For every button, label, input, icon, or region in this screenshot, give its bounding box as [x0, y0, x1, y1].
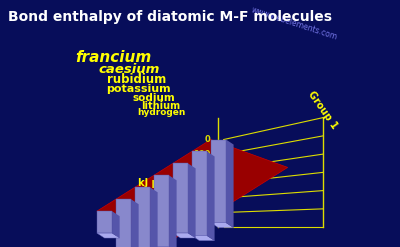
- Polygon shape: [154, 175, 169, 247]
- Text: 0: 0: [205, 135, 211, 144]
- Text: 600: 600: [194, 223, 211, 232]
- Text: lithium: lithium: [141, 101, 180, 111]
- Polygon shape: [188, 164, 196, 238]
- Polygon shape: [226, 140, 234, 228]
- Polygon shape: [173, 164, 188, 233]
- Polygon shape: [150, 187, 158, 247]
- Text: Bond enthalpy of diatomic M-F molecules: Bond enthalpy of diatomic M-F molecules: [8, 10, 332, 24]
- Text: 100: 100: [194, 150, 211, 159]
- Text: rubidium: rubidium: [107, 73, 166, 86]
- Polygon shape: [207, 151, 214, 241]
- Text: 500: 500: [194, 208, 211, 217]
- Polygon shape: [131, 199, 139, 247]
- Polygon shape: [211, 140, 226, 223]
- Text: 300: 300: [194, 179, 211, 188]
- Polygon shape: [211, 223, 234, 228]
- Polygon shape: [192, 236, 214, 241]
- Polygon shape: [169, 175, 177, 247]
- Text: www.webelements.com: www.webelements.com: [250, 5, 338, 41]
- Text: 200: 200: [194, 164, 211, 173]
- Text: sodium: sodium: [133, 93, 176, 103]
- Polygon shape: [173, 233, 196, 238]
- Polygon shape: [97, 140, 288, 239]
- Polygon shape: [192, 151, 207, 236]
- Text: potassium: potassium: [106, 84, 171, 94]
- Text: 400: 400: [194, 193, 211, 203]
- Polygon shape: [97, 233, 120, 238]
- Text: hydrogen: hydrogen: [137, 108, 185, 117]
- Polygon shape: [135, 187, 150, 247]
- Text: francium: francium: [76, 50, 152, 65]
- Polygon shape: [97, 211, 112, 233]
- Polygon shape: [116, 199, 131, 247]
- Text: Group 1: Group 1: [306, 89, 340, 130]
- Text: kJ per mol: kJ per mol: [138, 178, 194, 188]
- Text: caesium: caesium: [98, 63, 160, 76]
- Polygon shape: [112, 211, 120, 238]
